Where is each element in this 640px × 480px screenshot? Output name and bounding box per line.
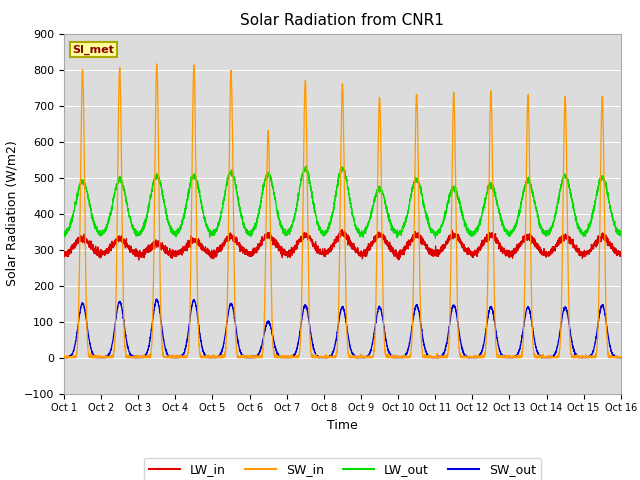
LW_in xyxy=(135,257,143,263)
LW_out xyxy=(160,197,168,203)
SW_in xyxy=(436,354,444,360)
LW_out xyxy=(617,233,625,239)
LW_out xyxy=(322,228,330,234)
LW_in xyxy=(616,252,624,258)
SW_out xyxy=(60,355,68,360)
LW_out xyxy=(467,231,475,237)
LW_out xyxy=(431,236,439,241)
SW_out xyxy=(322,353,330,359)
SW_out xyxy=(160,340,168,346)
LW_out xyxy=(436,228,444,233)
LW_out xyxy=(616,232,624,238)
Text: SI_met: SI_met xyxy=(72,44,114,55)
Line: SW_out: SW_out xyxy=(64,299,621,358)
Legend: LW_in, SW_in, LW_out, SW_out: LW_in, SW_in, LW_out, SW_out xyxy=(144,458,541,480)
SW_in xyxy=(60,355,68,360)
SW_in xyxy=(60,354,68,360)
SW_in xyxy=(467,355,475,360)
SW_out xyxy=(616,355,624,360)
LW_in xyxy=(339,227,346,232)
SW_in xyxy=(153,61,161,67)
Line: LW_out: LW_out xyxy=(64,166,621,239)
SW_out xyxy=(467,355,475,360)
LW_in xyxy=(467,249,475,255)
LW_out xyxy=(499,222,507,228)
Y-axis label: Solar Radiation (W/m2): Solar Radiation (W/m2) xyxy=(5,141,19,287)
SW_out xyxy=(152,296,160,302)
LW_in xyxy=(617,252,625,257)
LW_in xyxy=(436,249,444,255)
LW_in xyxy=(499,245,507,251)
LW_in xyxy=(322,248,330,254)
SW_in xyxy=(322,355,330,360)
SW_out xyxy=(436,354,444,360)
LW_out xyxy=(302,163,310,169)
SW_in xyxy=(499,355,507,360)
LW_in xyxy=(60,250,68,255)
Line: SW_in: SW_in xyxy=(64,64,621,358)
SW_in xyxy=(616,354,624,360)
LW_in xyxy=(160,243,168,249)
SW_in xyxy=(617,355,625,360)
Title: Solar Radiation from CNR1: Solar Radiation from CNR1 xyxy=(241,13,444,28)
SW_out xyxy=(499,352,507,358)
SW_in xyxy=(161,354,168,360)
LW_out xyxy=(60,229,68,235)
X-axis label: Time: Time xyxy=(327,419,358,432)
SW_out xyxy=(617,355,625,360)
Line: LW_in: LW_in xyxy=(64,229,621,260)
